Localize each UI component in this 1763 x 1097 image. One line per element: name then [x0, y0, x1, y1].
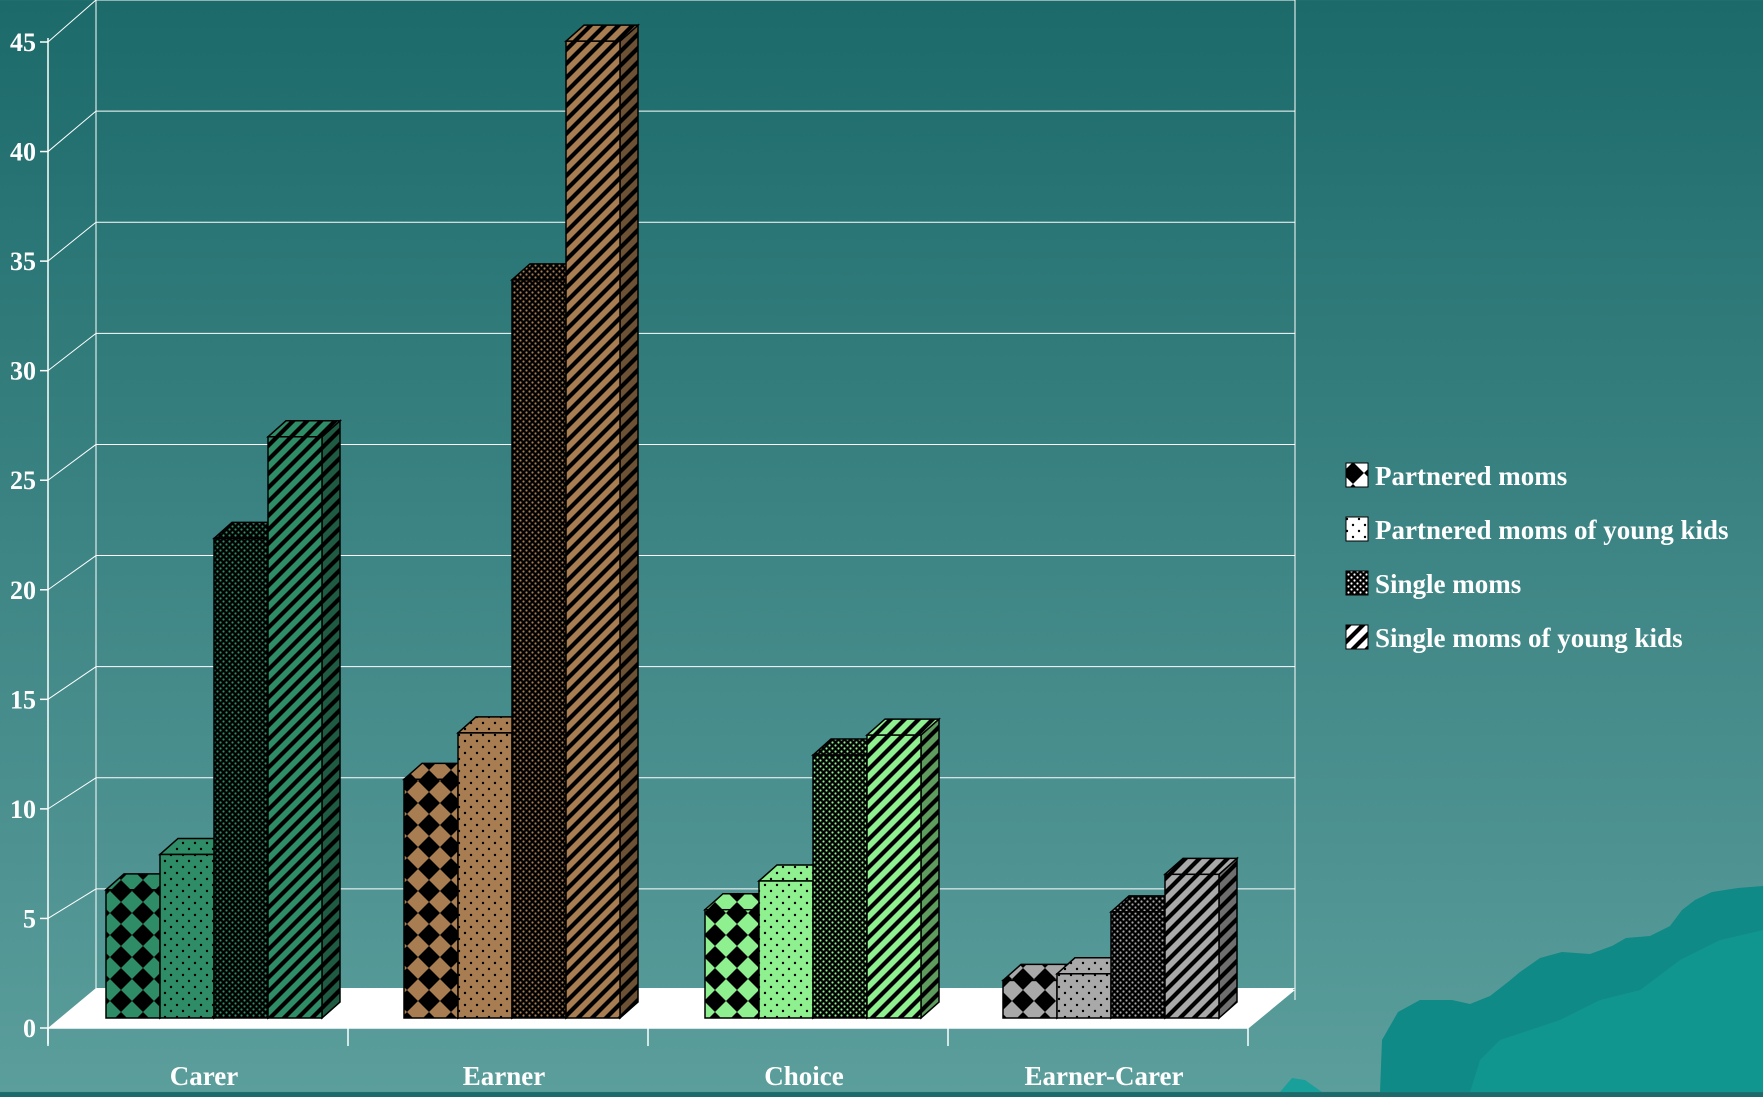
bar-front — [704, 908, 760, 1019]
legend-swatch — [1345, 570, 1369, 596]
gridline-side — [47, 110, 97, 152]
legend-item: Single moms — [1345, 569, 1521, 599]
bar-front — [511, 279, 567, 1019]
legend-swatch — [1345, 516, 1369, 542]
legend-item: Partnered moms — [1345, 461, 1567, 491]
bars — [104, 23, 1239, 1020]
floor-top — [48, 988, 1295, 1028]
bar-front — [565, 40, 621, 1019]
bar-front — [105, 889, 161, 1019]
legend: Partnered moms Partnered moms of young ki… — [1345, 461, 1729, 653]
y-tick-label: 5 — [23, 904, 36, 933]
gridline-side — [47, 666, 97, 700]
gridline-side — [47, 332, 97, 372]
y-tick-label: 10 — [10, 795, 36, 824]
bar — [1163, 856, 1239, 1020]
bar — [865, 717, 941, 1020]
gridline-side — [47, 0, 97, 43]
gridline-side — [47, 888, 97, 919]
bar-side-shade — [322, 420, 340, 1018]
bar-front — [267, 436, 323, 1019]
legend-label: Single moms — [1375, 569, 1521, 599]
bar-front — [1110, 911, 1166, 1019]
bar-front — [1056, 973, 1112, 1019]
bar-front — [457, 732, 513, 1019]
decorative-mountains — [1280, 886, 1763, 1092]
legend-item: Partnered moms of young kids — [1345, 515, 1729, 545]
y-tick-label: 40 — [10, 138, 36, 167]
bar-side-shade — [620, 25, 638, 1019]
x-category-label: Choice — [764, 1061, 844, 1091]
x-axis: Carer Earner Choice Earner-Carer — [47, 1027, 1249, 1091]
bar-front — [812, 754, 868, 1019]
mountain-ridge — [1470, 930, 1763, 1092]
legend-label: Partnered moms — [1375, 461, 1567, 491]
bar-side-shade — [1219, 858, 1237, 1018]
y-tick-label: 25 — [10, 466, 36, 495]
legend-swatch — [1345, 624, 1369, 650]
bar — [266, 419, 342, 1020]
bar-front — [1002, 979, 1058, 1019]
gridline-side — [47, 221, 97, 262]
x-category-label: Earner-Carer — [1025, 1061, 1184, 1091]
gridline-side — [47, 555, 97, 591]
chart-walls — [95, 0, 1296, 1000]
bar — [564, 23, 640, 1020]
chart-floor — [48, 988, 1295, 1028]
gridline-side — [47, 777, 97, 810]
x-category-label: Carer — [170, 1061, 238, 1091]
bar-front — [403, 778, 459, 1019]
y-axis: 0 5 10 15 20 25 30 35 40 45 — [10, 28, 49, 1044]
y-tick-label: 30 — [10, 357, 36, 386]
x-category-label: Earner — [463, 1061, 545, 1091]
gridline-side — [47, 444, 97, 481]
y-tick-label: 45 — [10, 28, 36, 57]
bar-front — [758, 880, 814, 1019]
y-tick-label: 20 — [10, 576, 36, 605]
y-tick-label: 15 — [10, 685, 36, 714]
legend-label: Partnered moms of young kids — [1375, 515, 1729, 545]
bar-front — [159, 853, 215, 1019]
bar-front — [866, 734, 922, 1019]
wall-edges — [95, 0, 1296, 1000]
bar-side-shade — [921, 719, 939, 1018]
legend-item: Single moms of young kids — [1345, 623, 1683, 653]
bar-front — [213, 537, 269, 1019]
legend-swatch — [1345, 462, 1369, 488]
bar-front — [1164, 873, 1220, 1019]
legend-label: Single moms of young kids — [1375, 623, 1683, 653]
y-tick-label: 35 — [10, 247, 36, 276]
y-tick-label: 0 — [23, 1014, 36, 1043]
mountain-peak-small — [1280, 1078, 1322, 1092]
